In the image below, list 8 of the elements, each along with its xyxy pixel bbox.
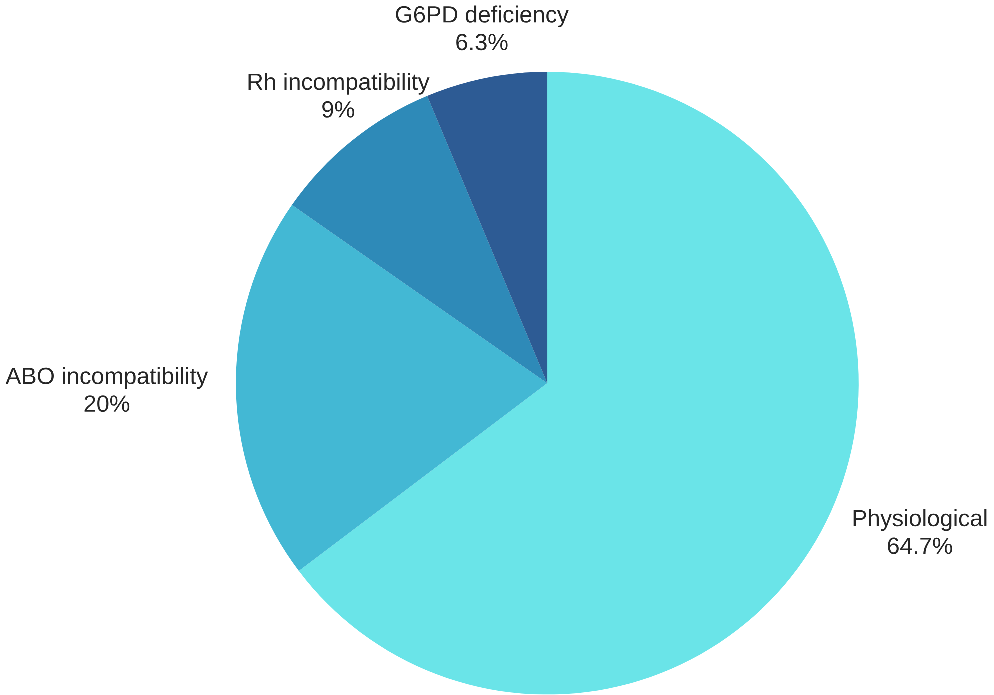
data-label: 64.7% <box>888 538 952 554</box>
slice-label: Physiological <box>854 510 987 532</box>
slice-label: G6PD deficiency <box>396 6 569 28</box>
slice-label: ABO incompatibility <box>6 367 208 390</box>
data-label: 20% <box>84 396 130 412</box>
data-label: 9% <box>322 101 354 118</box>
slice-label: Rh incompatibility <box>248 73 430 95</box>
data-label: 6.3% <box>456 34 508 51</box>
